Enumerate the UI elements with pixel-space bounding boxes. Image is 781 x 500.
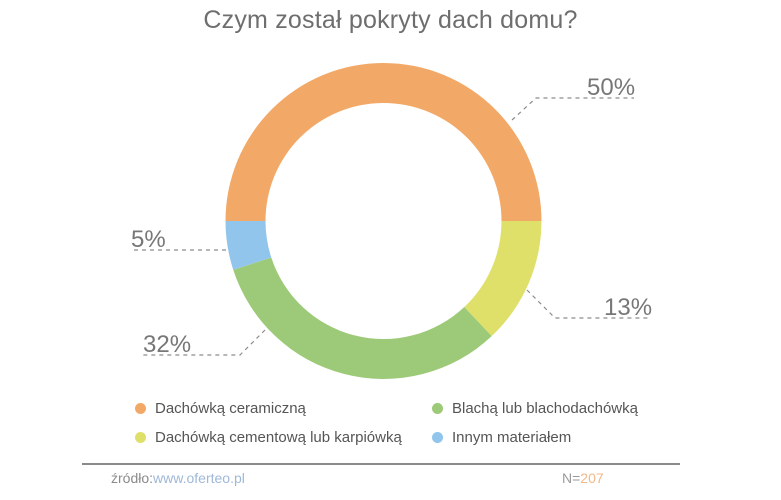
- legend-item-cement[interactable]: Dachówką cementową lub karpiówką: [135, 429, 402, 446]
- legend-label: Dachówką cementową lub karpiówką: [155, 429, 402, 446]
- chart-title: Czym został pokryty dach domu?: [203, 6, 578, 34]
- orange-dot-icon: [135, 403, 146, 414]
- leader-lines: [130, 97, 650, 356]
- legend-label: Blachą lub blachodachówką: [452, 400, 638, 417]
- slice-cement: [464, 221, 542, 337]
- slice-other: [225, 221, 272, 270]
- legend: Dachówką ceramiczną Blachą lub blachodac…: [0, 398, 781, 458]
- data-label-metal: 32%: [143, 331, 192, 358]
- leader-line-32: [142, 329, 266, 356]
- footer-divider: [82, 463, 680, 465]
- blue-dot-icon: [432, 432, 443, 443]
- legend-item-other[interactable]: Innym materiałem: [432, 429, 571, 446]
- data-label-ceramic: 50%: [587, 74, 636, 101]
- leader-line-50: [511, 97, 634, 121]
- data-label-cement: 13%: [604, 294, 653, 321]
- legend-label: Dachówką ceramiczną: [155, 400, 306, 417]
- legend-label: Innym materiałem: [452, 429, 572, 446]
- source-note: źródło:www.oferteo.pl: [111, 470, 245, 486]
- source-link[interactable]: www.oferteo.pl: [153, 470, 245, 486]
- sample-size: N=207: [562, 470, 604, 486]
- sample-size-label: N=: [562, 470, 581, 486]
- legend-item-metal[interactable]: Blachą lub blachodachówką: [432, 400, 638, 417]
- donut-slices: [225, 63, 542, 379]
- slice-metal: [233, 257, 492, 379]
- yellow-dot-icon: [135, 432, 146, 443]
- sample-size-value: 207: [580, 470, 604, 486]
- legend-item-ceramic[interactable]: Dachówką ceramiczną: [135, 400, 306, 417]
- slice-ceramic: [225, 63, 542, 222]
- data-label-other: 5%: [131, 226, 166, 253]
- green-dot-icon: [432, 403, 443, 414]
- source-label: źródło:: [111, 470, 154, 486]
